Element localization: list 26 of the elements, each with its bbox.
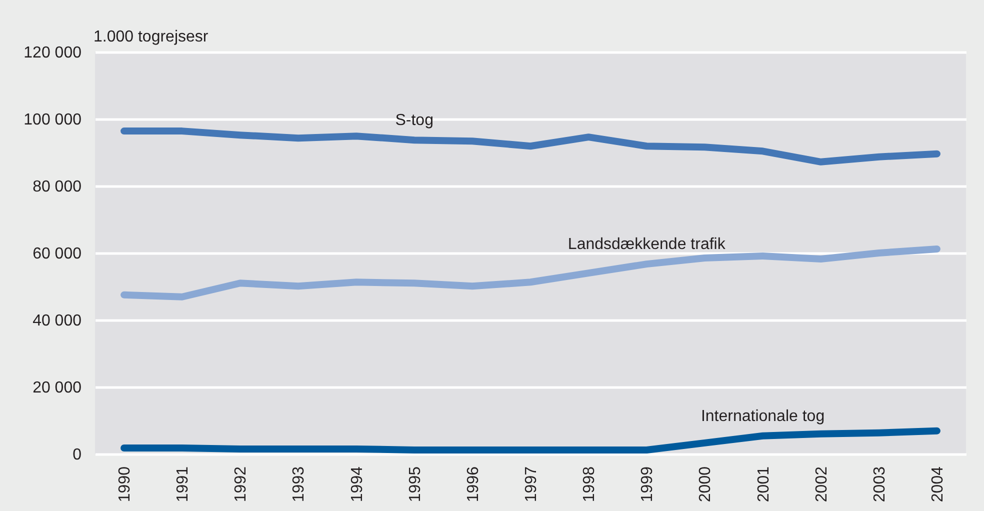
- x-tick-label: 2004: [929, 466, 946, 502]
- x-tick-label: 2003: [871, 466, 888, 502]
- x-tick-label: 1995: [406, 466, 424, 502]
- y-tick-label: 0: [72, 446, 82, 464]
- y-tick-label: 20 000: [32, 380, 82, 396]
- x-tick-label: 1996: [464, 466, 482, 502]
- x-tick-label: 1991: [174, 466, 192, 502]
- x-tick-label: 1999: [639, 466, 656, 502]
- x-tick-label: 1990: [116, 466, 134, 502]
- series-label: Internationale tog: [700, 408, 825, 425]
- x-tick-label: 1993: [290, 466, 308, 502]
- y-tick-label: 80 000: [32, 178, 82, 196]
- x-tick-label: 1997: [523, 466, 540, 502]
- x-tick-label: 1994: [348, 466, 366, 502]
- x-tick-label: 1998: [581, 466, 598, 502]
- y-tick-label: 60 000: [32, 246, 82, 262]
- y-tick-label: 120 000: [24, 44, 82, 62]
- y-tick-label: 40 000: [32, 312, 82, 330]
- x-tick-label: 2001: [755, 466, 772, 502]
- x-tick-label: 2000: [697, 466, 714, 502]
- series-label: Landsdækkende trafik: [568, 236, 726, 254]
- x-tick-label: 1992: [232, 466, 250, 502]
- series-label: S-tog: [395, 112, 434, 130]
- y-tick-label: 100 000: [24, 112, 82, 128]
- x-tick-label: 2002: [813, 466, 830, 502]
- y-axis-title: 1.000 togrejsesr: [94, 28, 209, 46]
